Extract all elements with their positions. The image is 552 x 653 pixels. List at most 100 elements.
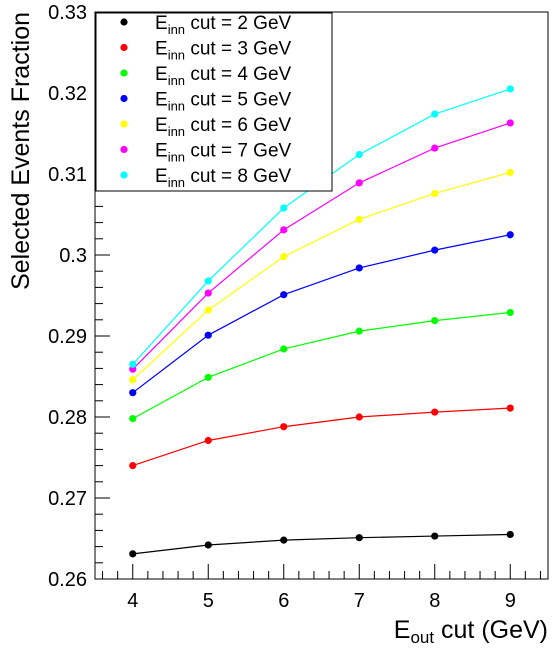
legend-label-rest: cut = 6 GeV: [185, 115, 291, 136]
y-tick-label: 0.26: [48, 569, 87, 591]
data-point: [506, 119, 514, 127]
y-tick-label: 0.28: [48, 407, 87, 429]
legend-label-sub: inn: [168, 48, 185, 63]
data-point: [431, 408, 439, 416]
x-axis-label-rest: cut (GeV): [434, 616, 548, 644]
data-point: [506, 231, 514, 239]
legend-label: Einn cut = 5 GeV: [155, 90, 292, 114]
data-point: [280, 226, 288, 234]
data-point: [431, 144, 439, 152]
data-point: [355, 327, 363, 335]
y-tick-label: 0.32: [48, 83, 87, 105]
data-point: [506, 168, 514, 176]
legend-label-main: E: [155, 115, 168, 136]
series-line: [132, 171, 511, 381]
legend-label-rest: cut = 8 GeV: [185, 166, 291, 187]
data-point: [204, 436, 212, 445]
y-axis-label: Selected Events Fraction: [7, 12, 35, 290]
y-tick-label: 0.33: [48, 2, 87, 24]
series-5: [129, 168, 514, 384]
x-tick-label: 4: [127, 590, 138, 612]
data-point: [355, 413, 363, 421]
series-line: [132, 533, 511, 555]
legend-label-main: E: [155, 13, 168, 34]
series-3: [129, 308, 514, 423]
y-tick-label: 0.29: [48, 326, 87, 348]
data-point: [204, 541, 212, 549]
data-point: [506, 85, 514, 93]
data-point: [431, 532, 439, 540]
x-axis-label-sub: out: [410, 628, 434, 647]
legend-label-sub: inn: [168, 22, 185, 37]
legend-marker: [120, 43, 128, 52]
x-axis-label: Eout cut (GeV): [394, 616, 548, 647]
series-line: [132, 234, 511, 394]
data-point: [204, 373, 212, 381]
y-tick-label: 0.3: [59, 245, 87, 267]
legend-label-main: E: [155, 64, 168, 85]
legend-label: Einn cut = 3 GeV: [155, 39, 292, 63]
x-tick-label: 5: [203, 590, 214, 612]
legend-label-rest: cut = 7 GeV: [185, 141, 291, 162]
legend-label: Einn cut = 4 GeV: [155, 64, 292, 88]
legend-label-rest: cut = 4 GeV: [185, 64, 291, 85]
data-point: [280, 253, 288, 261]
data-point: [280, 291, 288, 299]
data-point: [129, 415, 137, 423]
legend-label-sub: inn: [168, 175, 185, 190]
x-tick-label: 9: [505, 590, 516, 612]
data-point: [431, 189, 439, 198]
legend-label-sub: inn: [168, 150, 185, 165]
legend-marker: [120, 120, 128, 128]
legend-label-sub: inn: [168, 99, 185, 114]
legend-label: Einn cut = 7 GeV: [155, 141, 292, 165]
data-point: [506, 530, 514, 539]
plot-frame: [94, 11, 549, 580]
legend-label-rest: cut = 5 GeV: [185, 90, 291, 111]
data-point: [129, 550, 137, 558]
series-layer: [129, 85, 514, 558]
legend-label: Einn cut = 2 GeV: [155, 13, 292, 37]
data-point: [506, 308, 514, 317]
series-2: [129, 404, 514, 470]
x-axis-label-main: E: [394, 616, 411, 644]
axes: 0.26 0.27 0.28 0.29 0.3 0.31 0.32 0.33 4 5 6 7 8 9: [48, 2, 549, 612]
legend-label-main: E: [155, 141, 168, 162]
data-point: [280, 423, 288, 431]
y-tick-label: 0.31: [48, 164, 87, 186]
legend-box: [95, 12, 333, 192]
data-point: [506, 404, 514, 412]
data-point: [280, 204, 288, 212]
legend-marker: [120, 145, 128, 154]
data-point: [431, 317, 439, 325]
data-point: [355, 179, 363, 187]
series-line: [132, 407, 511, 467]
data-point: [355, 150, 363, 159]
data-point: [280, 345, 288, 353]
data-point: [204, 289, 212, 297]
legend-marker: [120, 18, 128, 26]
data-point: [355, 534, 363, 542]
data-point: [129, 360, 137, 368]
data-point: [355, 264, 363, 272]
series-line: [132, 311, 511, 420]
legend-marker: [120, 69, 128, 77]
legend-label-main: E: [155, 39, 168, 60]
series-4: [129, 231, 514, 397]
legend-label: Einn cut = 8 GeV: [155, 166, 292, 190]
y-tick-label: 0.27: [48, 488, 87, 510]
data-point: [204, 277, 212, 285]
legend-label: Einn cut = 6 GeV: [155, 115, 292, 139]
legend-label-rest: cut = 2 GeV: [185, 13, 291, 34]
data-point: [129, 389, 137, 397]
legend-label-sub: inn: [168, 73, 185, 88]
x-tick-label: 7: [354, 590, 365, 612]
data-point: [431, 110, 439, 118]
data-point: [129, 462, 137, 470]
data-point: [280, 536, 288, 544]
x-tick-label: 8: [429, 590, 440, 612]
legend-label-sub: inn: [168, 124, 185, 139]
data-point: [204, 331, 212, 339]
data-point: [204, 306, 212, 314]
